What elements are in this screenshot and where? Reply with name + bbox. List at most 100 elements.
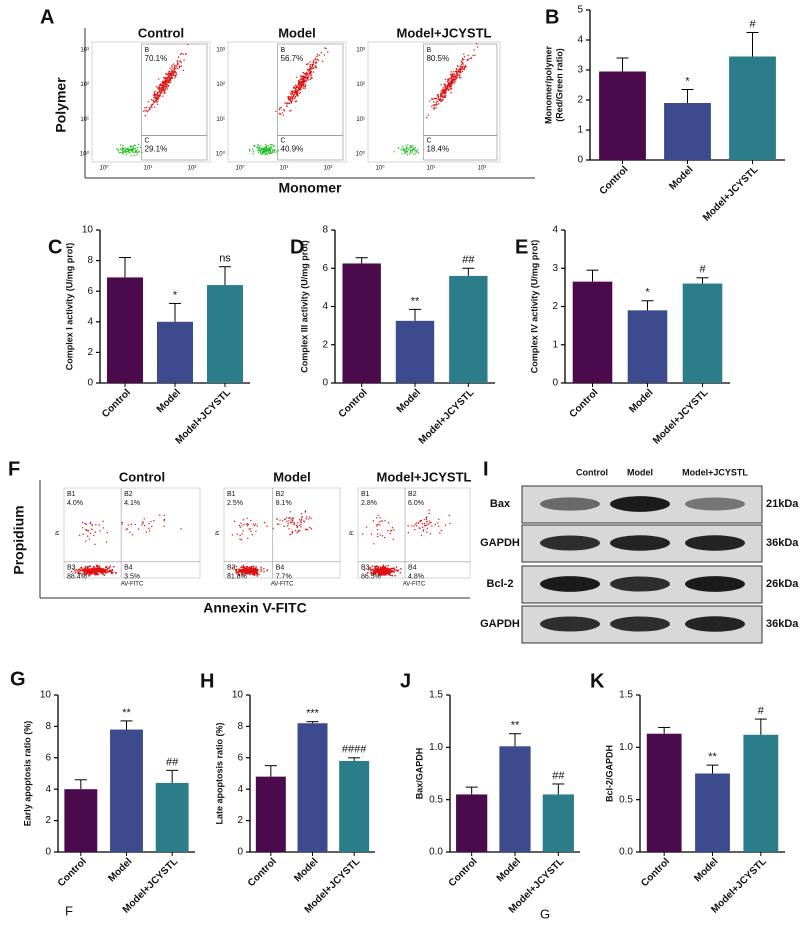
y-tick-label: 6 bbox=[45, 752, 51, 763]
event-dot bbox=[177, 56, 180, 58]
event-dot bbox=[98, 570, 100, 572]
event-dot bbox=[314, 61, 317, 64]
event-dot bbox=[389, 568, 391, 570]
event-dot bbox=[170, 72, 172, 74]
event-dot bbox=[302, 87, 304, 90]
event-dot bbox=[446, 84, 448, 87]
event-dot bbox=[174, 66, 176, 68]
event-dot bbox=[130, 148, 133, 150]
plot-x-label: AV-FITC bbox=[271, 582, 294, 588]
event-dot bbox=[379, 524, 381, 526]
event-dot bbox=[305, 518, 307, 520]
event-dot bbox=[454, 70, 457, 73]
gate-value: 70.1% bbox=[145, 54, 168, 63]
event-dot bbox=[373, 543, 375, 545]
event-dot bbox=[281, 112, 284, 114]
y-tick-label: 10³ bbox=[216, 48, 225, 54]
event-dot bbox=[252, 148, 254, 151]
event-dot bbox=[70, 570, 73, 573]
event-dot bbox=[166, 88, 168, 90]
event-dot bbox=[300, 521, 302, 524]
event-dot bbox=[299, 87, 302, 89]
event-dot bbox=[267, 148, 269, 151]
event-dot bbox=[245, 571, 248, 573]
event-dot bbox=[172, 72, 174, 74]
x-tick-label: Model bbox=[292, 856, 320, 884]
event-dot bbox=[262, 147, 265, 150]
event-dot bbox=[391, 527, 394, 529]
event-dot bbox=[400, 568, 402, 570]
event-dot bbox=[376, 533, 379, 535]
event-dot bbox=[131, 145, 133, 147]
event-dot bbox=[159, 94, 161, 96]
plot-title: Control bbox=[119, 469, 165, 484]
event-dot bbox=[276, 518, 278, 520]
event-dot bbox=[102, 520, 104, 523]
y-axis-title: Bcl-2/GAPDH bbox=[604, 745, 614, 802]
event-dot bbox=[315, 61, 318, 63]
event-dot bbox=[327, 51, 329, 53]
event-dot bbox=[89, 570, 92, 572]
event-dot bbox=[167, 84, 169, 86]
gate-value: 80.5% bbox=[426, 54, 449, 63]
event-dot bbox=[376, 568, 378, 570]
bar bbox=[542, 794, 574, 852]
event-dot bbox=[397, 569, 400, 571]
plot-frame bbox=[227, 41, 347, 163]
bar bbox=[297, 723, 328, 852]
event-dot bbox=[131, 150, 134, 152]
event-dot bbox=[171, 64, 173, 66]
event-dot bbox=[428, 509, 430, 511]
event-dot bbox=[74, 571, 77, 574]
x-tick-label: Model bbox=[692, 856, 720, 884]
event-dot bbox=[312, 71, 315, 73]
blot-band bbox=[540, 616, 600, 632]
event-dot bbox=[375, 525, 378, 527]
event-dot bbox=[320, 51, 322, 54]
y-axis-title: Complex I activity (U/mg prot) bbox=[64, 243, 74, 371]
event-dot bbox=[99, 530, 101, 532]
event-dot bbox=[411, 148, 414, 151]
size-label: 21kDa bbox=[766, 498, 799, 510]
event-dot bbox=[253, 524, 256, 527]
blot-band bbox=[540, 535, 600, 551]
event-dot bbox=[88, 575, 90, 577]
event-dot bbox=[370, 568, 372, 571]
event-dot bbox=[300, 519, 303, 521]
plot-x-label: AV-FITC bbox=[403, 582, 426, 588]
event-dot bbox=[454, 79, 456, 81]
x-tick-label: Model bbox=[395, 387, 423, 415]
event-dot bbox=[476, 46, 479, 48]
event-dot bbox=[142, 521, 144, 523]
event-dot bbox=[379, 571, 382, 574]
event-dot bbox=[130, 523, 133, 526]
y-tick-label: 3 bbox=[577, 65, 583, 76]
y-tick-label: 4 bbox=[237, 784, 243, 795]
event-dot bbox=[92, 571, 94, 573]
event-dot bbox=[362, 533, 364, 535]
plot-frame bbox=[63, 487, 201, 579]
event-dot bbox=[134, 144, 137, 147]
event-dot bbox=[165, 72, 167, 75]
event-dot bbox=[289, 521, 292, 524]
event-dot bbox=[387, 530, 389, 532]
event-dot bbox=[93, 534, 95, 537]
significance-label: ** bbox=[708, 751, 717, 763]
event-dot bbox=[154, 106, 156, 108]
event-dot bbox=[458, 77, 461, 79]
event-dot bbox=[121, 521, 123, 524]
event-dot bbox=[324, 47, 326, 49]
event-dot bbox=[266, 148, 268, 151]
event-dot bbox=[250, 570, 252, 572]
plot-title: Model+JCYSTL bbox=[377, 469, 472, 484]
event-dot bbox=[426, 116, 428, 119]
event-dot bbox=[246, 525, 249, 527]
event-dot bbox=[257, 152, 260, 154]
event-dot bbox=[440, 100, 443, 103]
event-dot bbox=[79, 572, 82, 575]
event-dot bbox=[131, 147, 134, 150]
event-dot bbox=[178, 65, 181, 67]
event-dot bbox=[252, 523, 255, 525]
quadrant-value: 86.5% bbox=[361, 574, 381, 581]
x-tick-label: 10² bbox=[188, 166, 197, 172]
